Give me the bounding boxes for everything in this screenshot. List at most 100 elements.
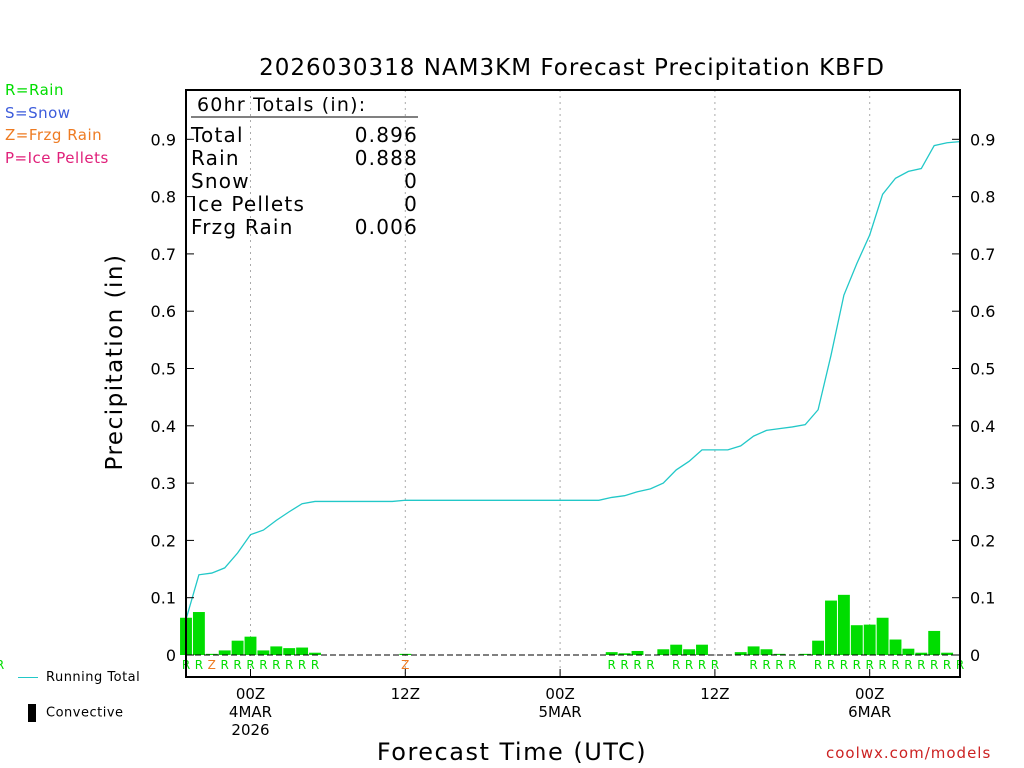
precip-bar <box>270 646 283 655</box>
convective-swatch <box>28 704 36 722</box>
running-total-series <box>185 140 961 620</box>
totals-box: 60hr Totals (in): Total 0.896 Rain 0.888 Sno… <box>190 94 418 239</box>
precip-type-label: R <box>853 658 861 672</box>
totals-row-value: 0.896 <box>355 123 418 147</box>
precip-bar <box>747 646 760 655</box>
precip-type-label: R <box>711 658 719 672</box>
precip-type-label: R <box>311 658 319 672</box>
precip-bar <box>283 648 296 655</box>
totals-row-label: Frzg Rain <box>191 215 294 239</box>
x-axis-label: Forecast Time (UTC) <box>377 738 647 766</box>
precip-type-label: R <box>685 658 693 672</box>
precip-type-label: R <box>814 658 822 672</box>
x-tick-label: 5MAR <box>539 703 582 721</box>
y-tick-label-right: 0.7 <box>970 245 995 264</box>
y-tick-label-right: 0.5 <box>970 360 995 379</box>
y-tick-label-right: 0.1 <box>970 589 995 608</box>
precip-bar <box>296 647 309 655</box>
precip-type-label: R <box>866 658 874 672</box>
y-tick-label-right: 0.2 <box>970 531 995 550</box>
legend-rain-label: R=Rain <box>5 81 64 99</box>
precip-bar <box>876 617 889 655</box>
y-axis-label: Precipitation (in) <box>102 254 128 471</box>
totals-row-label: Total <box>190 123 244 147</box>
precip-type-label: R <box>633 658 641 672</box>
precip-type-label: R <box>285 658 293 672</box>
y-tick-label-right: 0.8 <box>970 188 995 207</box>
precip-type-label: R <box>878 658 886 672</box>
totals-row-value: 0.006 <box>355 215 418 239</box>
precip-type-label: R <box>608 658 616 672</box>
precip-type-label: R <box>698 658 706 672</box>
y-tick-label-right: 0.6 <box>970 302 995 321</box>
precip-type-label: R <box>930 658 938 672</box>
precip-bar <box>618 653 631 655</box>
precip-bar <box>309 652 321 655</box>
precip-bar <box>941 652 954 655</box>
legend-frzg-label: Z=Frzg Rain <box>5 126 103 144</box>
y-tick-label-left: 0 <box>166 646 176 665</box>
x-tick-label: 6MAR <box>848 703 891 721</box>
precip-type-label: R <box>775 658 783 672</box>
precip-bars <box>180 594 954 655</box>
precip-bar <box>902 648 915 655</box>
precip-type-label: R <box>272 658 280 672</box>
y-tick-label-left: 0.1 <box>151 589 176 608</box>
precip-type-label: R <box>0 658 4 672</box>
totals-header: 60hr Totals (in): <box>197 94 366 116</box>
legend-snow: S=Snow <box>5 104 71 122</box>
y-tick-label-right: 0.4 <box>970 417 995 436</box>
precip-type-label: R <box>788 658 796 672</box>
precip-type-label: R <box>762 658 770 672</box>
precip-type-label: R <box>840 658 848 672</box>
precip-type-label: R <box>620 658 628 672</box>
x-tick-label: 00Z <box>236 685 265 703</box>
precip-bar <box>760 649 773 655</box>
precip-type-label: Z <box>401 658 409 672</box>
precip-type-label: R <box>827 658 835 672</box>
precip-type-label: R <box>749 658 757 672</box>
precip-bar <box>889 639 902 655</box>
running-total-legend-label: Running Total <box>46 670 141 685</box>
x-tick-label: 12Z <box>700 685 729 703</box>
precip-type-label: R <box>917 658 925 672</box>
precip-bar <box>863 624 876 655</box>
precip-bar <box>257 650 270 655</box>
totals-row-label: Ice Pellets <box>191 192 305 216</box>
precip-type-label: R <box>298 658 306 672</box>
precip-bar <box>218 650 231 655</box>
chart-title: 2026030318 NAM3KM Forecast Precipitation… <box>259 55 885 81</box>
y-tick-label-left: 0.3 <box>151 474 176 493</box>
totals-row-value: 0 <box>404 192 418 216</box>
y-tick-label-right: 0.3 <box>970 474 995 493</box>
precip-type-labels: RRZRRRRRRRRZRRRRRRRRRRRRRRRRRRRRRRRRR <box>0 658 964 672</box>
totals-row-label: Snow <box>191 169 250 193</box>
legend-frzg: Z=Frzg Rain <box>5 126 102 144</box>
credit: coolwx.com/models <box>826 744 992 762</box>
y-tick-label-left: 0.9 <box>151 130 176 149</box>
plot-frame <box>185 89 961 678</box>
running-total-line <box>185 140 961 620</box>
precip-type-label: R <box>672 658 680 672</box>
running-total-legend: Running Total <box>18 670 140 685</box>
x-tick-label: 00Z <box>545 685 574 703</box>
totals-row-value: 0.888 <box>355 146 418 170</box>
precip-type-label: Z <box>208 658 216 672</box>
y-tick-label-right: 0.9 <box>970 130 995 149</box>
y-tick-label-left: 0.6 <box>151 302 176 321</box>
y-tick-label-left: 0.4 <box>151 417 176 436</box>
precip-bar <box>683 649 696 655</box>
y-axis: 0 00.1 0.10.2 0.20.3 0.30.4 0.40.5 0.50.6 0.60.… <box>151 130 996 665</box>
precip-bar <box>825 600 837 655</box>
x-tick-label: 2026 <box>231 721 269 739</box>
y-tick-label-right: 0 <box>970 646 980 665</box>
precip-type-label: R <box>891 658 899 672</box>
y-tick-label-left: 0.7 <box>151 245 176 264</box>
x-tick-label: 12Z <box>391 685 420 703</box>
precip-bar <box>734 652 747 655</box>
precip-bar <box>915 652 928 655</box>
precip-bar <box>399 653 412 655</box>
legend-snow-label: S=Snow <box>5 104 71 122</box>
